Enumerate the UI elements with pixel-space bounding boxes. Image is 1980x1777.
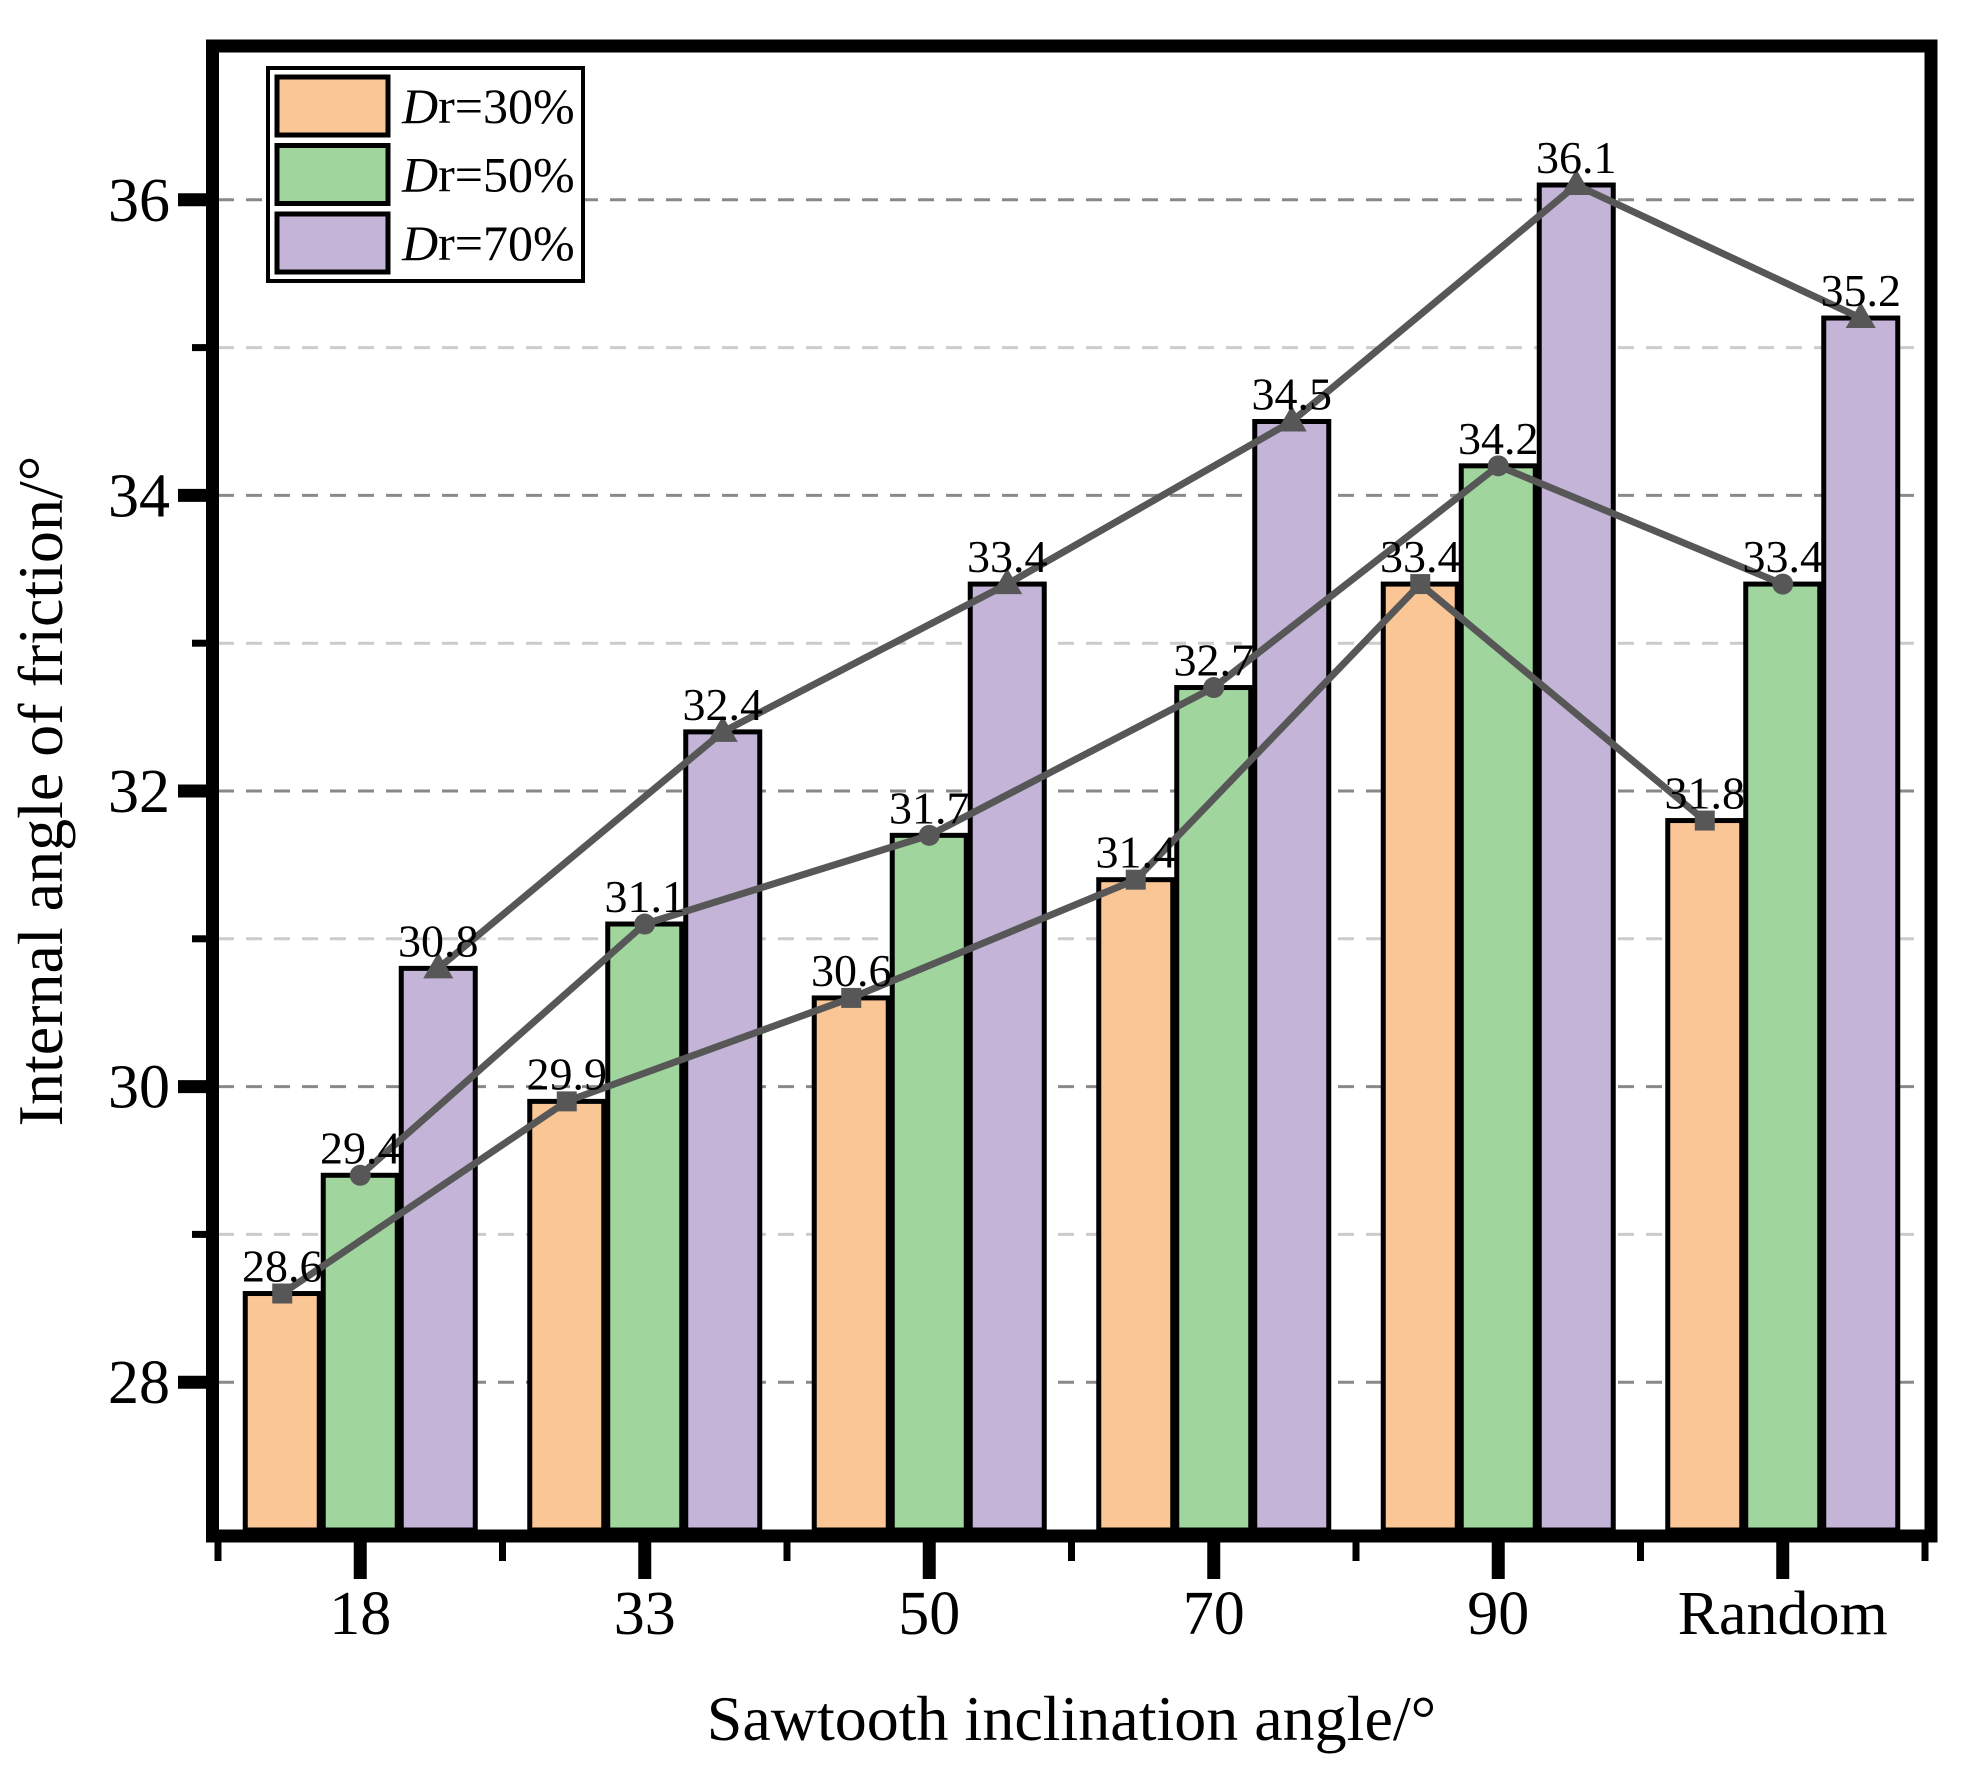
circle-marker-90 [1487, 455, 1509, 477]
circle-marker-33 [634, 913, 656, 935]
bar-dr30-33 [527, 1098, 607, 1533]
bar-dr50-random [1743, 581, 1823, 1533]
bar-dr70-random [1821, 315, 1901, 1533]
data-label-18-square: 28.6 [242, 1241, 323, 1292]
triangle-marker-50 [992, 568, 1023, 595]
square-marker-70 [1125, 869, 1146, 890]
bar-dr30-50 [811, 995, 891, 1533]
y-tick-label-28: 28 [108, 1349, 170, 1417]
legend-swatch-circle [274, 143, 391, 206]
y-axis-title: Internal angle of friction/° [5, 456, 76, 1127]
data-label-70-circle: 32.7 [1174, 635, 1255, 686]
data-label-18-triangle: 30.8 [398, 915, 479, 966]
data-label-90-circle: 34.2 [1458, 413, 1539, 464]
x-tick-label-70: 70 [1183, 1580, 1245, 1648]
x-axis-title: Sawtooth inclination angle/° [707, 1683, 1436, 1754]
bar-dr30-90 [1380, 581, 1460, 1533]
y-tick-label-30: 30 [108, 1054, 170, 1122]
plot-frame [206, 39, 1938, 1543]
data-label-random-square: 31.8 [1665, 768, 1746, 819]
bar-dr30-18 [242, 1291, 322, 1533]
legend: Dr=30% Dr=50% Dr=70% [266, 66, 585, 283]
bar-dr70-90 [1536, 182, 1616, 1533]
data-label-70-square: 31.4 [1096, 827, 1177, 878]
data-label-18-circle: 29.4 [320, 1122, 401, 1173]
bar-dr70-70 [1252, 419, 1332, 1533]
triangle-marker-18 [423, 952, 454, 979]
data-label-50-triangle: 33.4 [967, 531, 1048, 582]
circle-marker-50 [918, 824, 940, 846]
trend-line-square [280, 579, 1707, 1297]
data-label-90-triangle: 36.1 [1536, 132, 1617, 183]
bar-dr70-50 [967, 581, 1047, 1533]
y-tick-label-36: 36 [108, 167, 170, 235]
bar-dr50-33 [605, 921, 685, 1533]
square-marker-random [1694, 810, 1715, 831]
x-tick-label-random: Random [1678, 1580, 1888, 1648]
square-marker-18 [272, 1283, 293, 1304]
triangle-marker-33 [707, 715, 738, 742]
legend-label-2: Dr=70% [401, 215, 575, 271]
bar-dr30-random [1665, 818, 1745, 1533]
bar-dr50-50 [889, 832, 969, 1533]
data-label-33-square: 29.9 [527, 1048, 608, 1099]
triangle-marker-70 [1276, 405, 1307, 432]
data-label-50-circle: 31.7 [889, 782, 970, 833]
square-marker-50 [841, 987, 862, 1008]
circle-marker-18 [349, 1164, 371, 1186]
triangle-marker-random [1845, 302, 1876, 329]
data-label-random-triangle: 35.2 [1821, 265, 1902, 316]
data-label-90-square: 33.4 [1380, 531, 1461, 582]
square-marker-33 [556, 1091, 577, 1112]
square-marker-90 [1410, 574, 1431, 595]
data-label-33-circle: 31.1 [605, 871, 686, 922]
triangle-marker-90 [1561, 169, 1592, 196]
y-tick-label-32: 32 [108, 758, 170, 826]
x-tick-label-90: 90 [1467, 1580, 1529, 1648]
trend-line-triangle [436, 180, 1863, 972]
circle-marker-70 [1203, 677, 1225, 699]
legend-label-0: Dr=30% [401, 78, 575, 134]
legend-label-1: Dr=50% [401, 147, 575, 203]
bar-dr50-18 [320, 1172, 400, 1533]
bar-dr70-33 [683, 729, 763, 1533]
y-tick-label-34: 34 [108, 462, 170, 530]
legend-swatch-square [274, 74, 391, 138]
bar-dr70-18 [398, 965, 478, 1533]
legend-swatch-triangle [274, 211, 391, 275]
bar-dr50-70 [1174, 685, 1254, 1533]
data-label-random-circle: 33.4 [1743, 531, 1824, 582]
data-label-33-triangle: 32.4 [683, 679, 764, 730]
circle-marker-random [1772, 573, 1794, 595]
x-tick-label-18: 18 [329, 1580, 391, 1648]
data-label-50-square: 30.6 [811, 945, 892, 996]
trend-line-circle [357, 461, 1785, 1178]
bar-dr30-70 [1096, 877, 1176, 1533]
data-label-70-triangle: 34.5 [1252, 369, 1333, 420]
x-tick-label-33: 33 [614, 1580, 676, 1648]
x-tick-label-50: 50 [898, 1580, 960, 1648]
